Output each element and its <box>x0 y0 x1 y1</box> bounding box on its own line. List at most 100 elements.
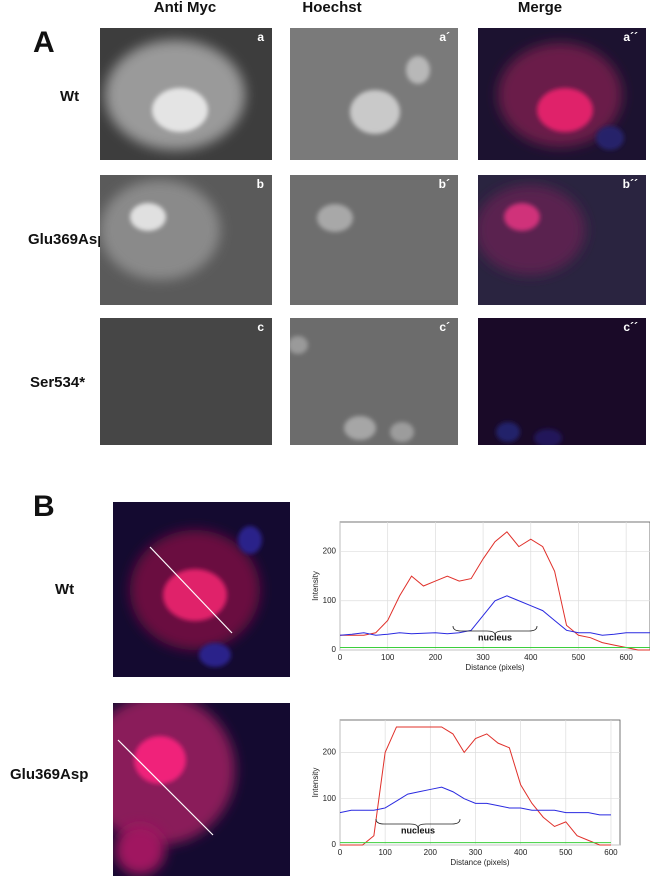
cell <box>290 336 308 354</box>
x-axis-label: Distance (pixels) <box>450 858 509 867</box>
image <box>100 175 272 305</box>
cell <box>478 185 585 275</box>
annotation: nucleus <box>401 825 435 835</box>
row-label: Glu369Asp <box>10 766 88 783</box>
annotation: nucleus <box>478 632 512 642</box>
row-label: Ser534* <box>30 374 85 391</box>
row-label: Wt <box>55 581 74 598</box>
micrograph <box>290 28 458 160</box>
cell <box>317 204 353 232</box>
micrograph <box>290 175 458 305</box>
row-label: Glu369Asp <box>28 231 106 248</box>
series-line <box>339 595 650 636</box>
x-tick-label: 400 <box>524 653 538 662</box>
tile-label: c´´ <box>623 320 638 334</box>
cell <box>406 56 430 84</box>
column-header: Anti Myc <box>154 0 217 16</box>
micrograph <box>100 28 272 160</box>
image <box>478 28 646 160</box>
micrograph <box>290 318 458 445</box>
image <box>290 175 458 305</box>
cell <box>504 203 540 231</box>
image <box>100 28 272 160</box>
cell <box>100 180 220 280</box>
panel-label: A <box>33 26 55 59</box>
y-tick-label: 0 <box>332 645 337 654</box>
cell <box>238 526 262 554</box>
micrograph <box>478 28 646 160</box>
x-tick-label: 200 <box>429 653 443 662</box>
cell <box>496 422 520 442</box>
series-line <box>339 786 611 816</box>
tile-label: c <box>257 320 264 334</box>
profile-line <box>149 546 233 634</box>
image <box>478 318 646 445</box>
x-tick-label: 600 <box>604 848 618 857</box>
y-tick-label: 100 <box>323 794 337 803</box>
cell <box>199 643 231 667</box>
x-tick-label: 200 <box>424 848 438 857</box>
y-tick-label: 0 <box>332 840 337 849</box>
cell <box>134 736 186 784</box>
image <box>478 175 646 305</box>
x-tick-label: 100 <box>378 848 392 857</box>
y-tick-label: 200 <box>323 748 337 757</box>
x-tick-label: 0 <box>338 653 343 662</box>
y-tick-label: 200 <box>323 547 337 556</box>
tile-label: a´ <box>439 30 450 44</box>
cell <box>537 88 593 132</box>
series-line <box>340 726 611 846</box>
cell <box>350 90 400 134</box>
image <box>100 318 272 445</box>
micrograph <box>478 318 646 445</box>
x-tick-label: 300 <box>469 848 483 857</box>
x-tick-label: 600 <box>619 653 633 662</box>
tile-label: a <box>257 30 264 44</box>
image <box>290 28 458 160</box>
brace <box>375 818 461 829</box>
cell <box>534 429 562 445</box>
cell <box>390 422 414 442</box>
profile-line <box>117 739 214 836</box>
image <box>113 502 290 677</box>
panel-label: B <box>33 490 55 523</box>
y-tick-label: 100 <box>323 596 337 605</box>
image-bg <box>100 318 272 445</box>
x-tick-label: 500 <box>572 653 586 662</box>
x-tick-label: 100 <box>381 653 395 662</box>
x-tick-label: 300 <box>476 653 490 662</box>
tile-label: b <box>257 177 264 191</box>
micrograph <box>113 703 290 876</box>
image-bg <box>290 175 458 305</box>
micrograph <box>100 175 272 305</box>
plot-frame <box>339 521 650 651</box>
x-tick-label: 500 <box>559 848 573 857</box>
cell <box>152 88 208 132</box>
tile-label: b´´ <box>623 177 638 191</box>
row-label: Wt <box>60 88 79 105</box>
x-tick-label: 400 <box>514 848 528 857</box>
micrograph <box>100 318 272 445</box>
cell <box>115 825 165 875</box>
tile-label: a´´ <box>623 30 638 44</box>
x-axis-label: Distance (pixels) <box>465 663 524 672</box>
cell <box>596 126 624 150</box>
tile-label: b´ <box>439 177 450 191</box>
cell <box>344 416 376 440</box>
y-axis-label: Intensity <box>311 768 320 798</box>
brace <box>452 625 538 636</box>
plot-frame <box>339 719 621 846</box>
cell <box>130 203 166 231</box>
column-header: Hoechst <box>302 0 361 16</box>
image <box>290 318 458 445</box>
tile-label: c´ <box>439 320 450 334</box>
micrograph <box>113 502 290 677</box>
y-axis-label: Intensity <box>311 571 320 601</box>
image <box>113 703 290 876</box>
x-tick-label: 0 <box>338 848 343 857</box>
series-line <box>340 531 650 651</box>
column-header: Merge <box>518 0 562 16</box>
micrograph <box>478 175 646 305</box>
